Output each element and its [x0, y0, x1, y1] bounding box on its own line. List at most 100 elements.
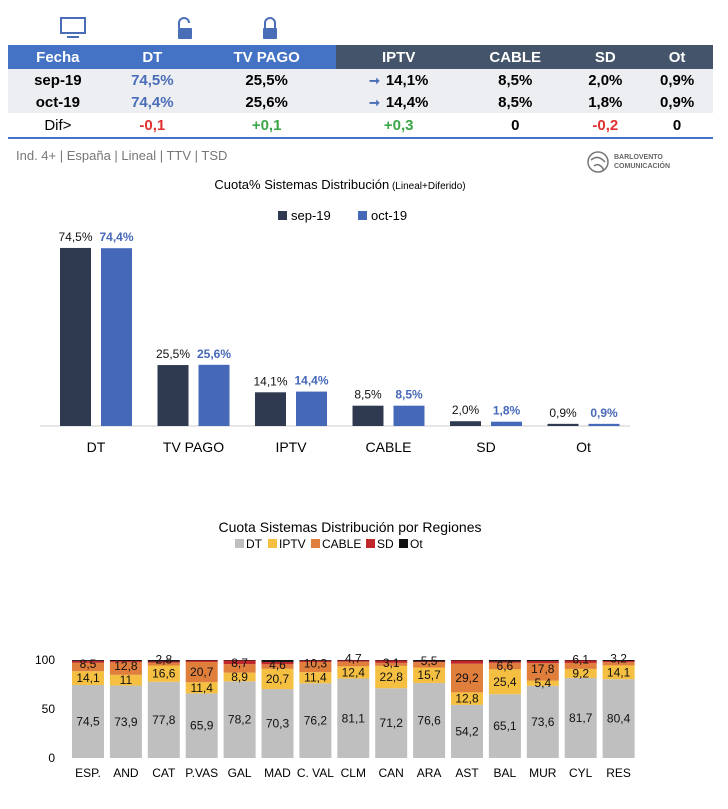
bar-segment-CABLE: [526, 663, 559, 681]
bar-segment-DT: [337, 678, 370, 758]
bar-segment-SD: [337, 660, 370, 662]
col-ot: Ot: [641, 45, 713, 69]
share-table: Fecha DT TV PAGO IPTV CABLE SD Ot sep-19…: [8, 45, 713, 139]
y-tick-label: 0: [48, 751, 55, 765]
data-label: 80,4: [607, 712, 631, 726]
cell-iptv: ➞ 14,4%: [336, 91, 462, 113]
bar-segment-DT: [413, 682, 446, 758]
data-label: 14,1: [76, 671, 100, 685]
data-label: 11,4: [190, 681, 213, 695]
legend-label: sep-19: [291, 208, 331, 223]
bar-segment-DT: [564, 677, 597, 758]
cell-value: 14,4%: [385, 93, 429, 111]
table-row: sep-19 74,5% 25,5% ➞ 14,1% 8,5% 2,0% 0,9%: [8, 69, 713, 91]
cell: 2,0%: [569, 69, 642, 91]
bar-oct-19: [101, 248, 132, 426]
bar-segment-IPTV: [299, 672, 332, 684]
data-label: 74,5%: [58, 230, 92, 244]
bar-segment-Ot: [488, 660, 521, 662]
cell: -0,2: [569, 113, 642, 139]
data-label: 74,4%: [99, 230, 133, 244]
bar-segment-CABLE: [337, 661, 370, 667]
data-label: 76,6: [417, 713, 441, 727]
cell: 0,9%: [641, 91, 713, 113]
dif-row: Dif> -0,1 +0,1 +0,3 0 -0,2 0: [8, 113, 713, 139]
data-label: 81,1: [342, 711, 366, 725]
cell: 25,5%: [196, 69, 337, 91]
data-label: 0,9%: [549, 406, 577, 420]
bar-oct-19: [393, 405, 425, 426]
bar-segment-SD: [488, 661, 521, 663]
y-tick-label: 50: [42, 702, 56, 716]
bar-segment-DT: [223, 681, 256, 758]
data-label: 74,5: [76, 714, 100, 728]
data-label: 71,2: [380, 716, 404, 730]
data-label: 70,3: [266, 717, 290, 731]
bar-segment-SD: [413, 661, 446, 663]
bar-segment-Ot: [147, 660, 180, 662]
bar-sep-19: [352, 405, 384, 426]
data-label: 14,4%: [294, 374, 328, 388]
data-label: 54,2: [455, 724, 479, 738]
chart-regions: Cuota Sistemas Distribución por Regiones…: [35, 519, 635, 780]
bar-segment-SD: [109, 660, 142, 663]
col-cable: CABLE: [461, 45, 570, 69]
bar-segment-CABLE: [451, 663, 483, 693]
x-tick-label: IPTV: [275, 439, 307, 455]
legend-swatch: [311, 539, 320, 548]
bar-segment-Ot: [602, 660, 635, 661]
y-tick-label: 100: [35, 653, 55, 667]
data-label: 78,2: [228, 713, 252, 727]
col-dt: DT: [107, 45, 197, 69]
cell: +0,1: [196, 113, 337, 139]
chart-title: Cuota Sistemas Distribución por Regiones: [218, 519, 481, 535]
legend-swatch: [366, 539, 375, 548]
chart-title: Cuota% Sistemas Distribución (Lineal+Dif…: [214, 177, 465, 192]
cell-iptv: ➞ 14,1%: [336, 69, 462, 91]
bar-segment-CABLE: [602, 662, 635, 666]
bar-segment-SD: [261, 661, 294, 665]
data-label: 81,7: [569, 711, 593, 725]
data-label: 22,8: [380, 670, 404, 684]
data-label: 12,4: [342, 665, 366, 679]
data-label: 12,8: [455, 692, 479, 706]
bar-segment-CABLE: [488, 662, 521, 670]
bar-segment-CABLE: [299, 662, 332, 673]
x-tick-label: SD: [476, 439, 495, 455]
data-label: 25,5%: [156, 347, 190, 361]
x-tick-label: CAN: [379, 766, 404, 780]
bar-segment-DT: [602, 679, 635, 758]
logo-line2: COMUNICACIÓN: [614, 163, 670, 170]
x-tick-label: ESP.: [75, 766, 101, 780]
cell-value: 14,1%: [385, 71, 429, 89]
bar-segment-DT: [488, 694, 521, 758]
bar-segment-IPTV: [375, 665, 408, 689]
header-icons: [60, 17, 277, 39]
data-label: 10,3: [304, 657, 328, 671]
row-label: oct-19: [8, 91, 108, 113]
bar-segment-SD: [375, 660, 408, 663]
bar-oct-19: [198, 364, 230, 426]
bar-segment-CABLE: [185, 661, 218, 683]
legend-label: oct-19: [371, 208, 407, 223]
data-label: 25,4: [493, 675, 517, 689]
bar-segment-Ot: [72, 660, 104, 661]
data-label: 5,5: [421, 654, 438, 668]
cell: 0: [641, 113, 713, 139]
x-tick-label: CABLE: [366, 439, 412, 455]
bar-segment-SD: [299, 660, 332, 663]
data-label: 1,8%: [493, 404, 521, 418]
bar-segment-CABLE: [375, 662, 408, 666]
data-label: 73,6: [531, 715, 555, 729]
bar-segment-SD: [185, 660, 218, 662]
data-label: 15,7: [417, 668, 441, 682]
x-tick-label: C. VAL: [297, 766, 334, 780]
padlock-icon: [263, 17, 277, 39]
bar-segment-IPTV: [337, 666, 370, 679]
bar-segment-Ot: [261, 660, 294, 662]
bar-segment-IPTV: [451, 692, 483, 705]
x-tick-label: ARA: [417, 766, 442, 780]
x-tick-label: AND: [113, 766, 139, 780]
data-label: 76,2: [304, 714, 328, 728]
cell: 8,5%: [461, 91, 570, 113]
